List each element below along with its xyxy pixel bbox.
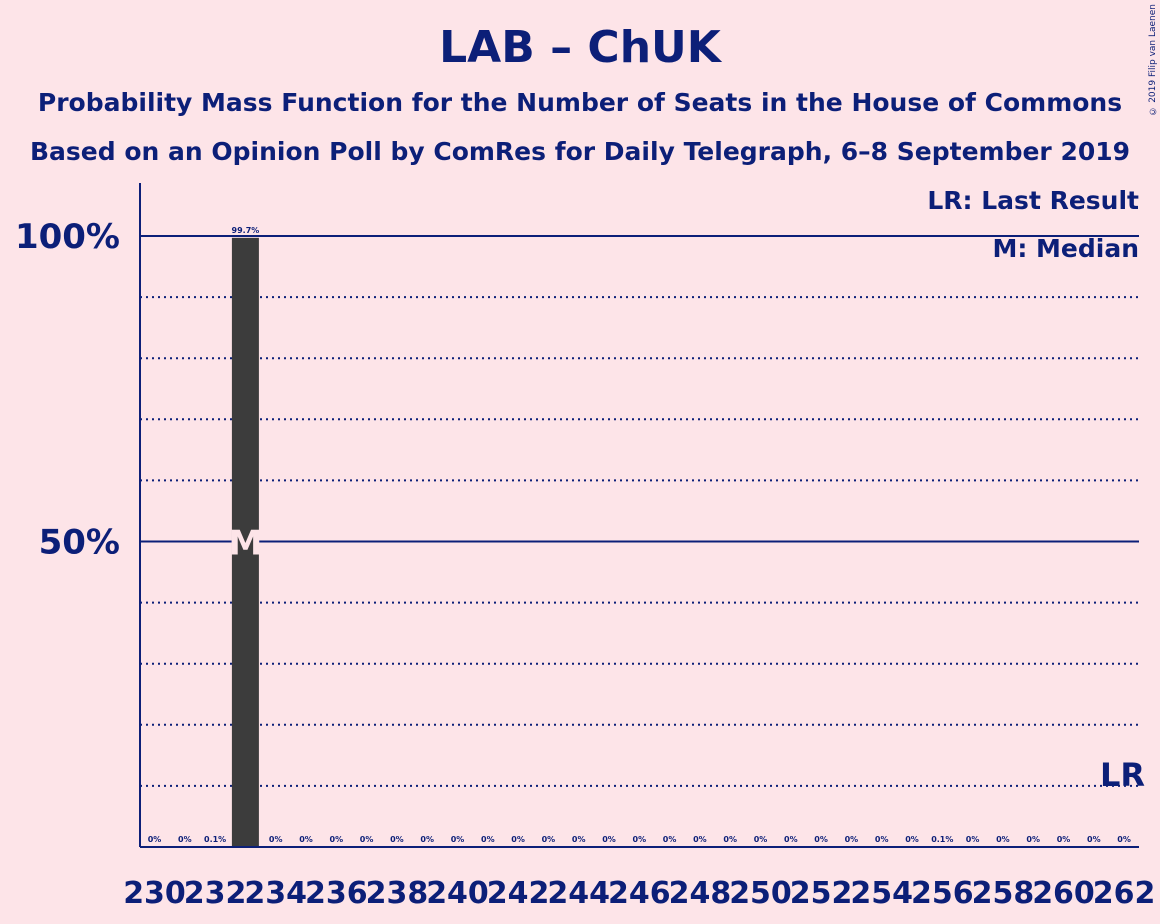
x-tick-label-252: 252 [790,876,853,911]
bar-label-248: 0% [693,835,707,844]
bar-label-250: 0% [754,835,768,844]
x-tick-label-232: 232 [184,876,247,911]
bar-label-233: 99.7% [232,226,260,235]
x-tick-label-260: 260 [1032,876,1095,911]
chart-subtitle-source: Based on an Opinion Poll by ComRes for D… [29,137,1131,166]
bar-label-238: 0% [390,835,404,844]
bar-label-232: 0.1% [204,835,226,844]
bar-label-251: 0% [784,835,798,844]
median-marker: M [228,524,262,564]
x-tick-label-262: 262 [1093,876,1156,911]
bar-value-labels: 0% 0% 0.1% 99.7% 0% 0% 0% 0% 0% 0% 0% 0% 0% 0% 0% 0% 0% 0… [148,226,1131,844]
bar-label-240: 0% [451,835,465,844]
bar-label-262: 0% [1117,835,1131,844]
axes [139,183,1139,848]
legend-last-result: LR: Last Result [927,186,1139,215]
bar-label-244: 0% [572,835,586,844]
bar-233 [231,237,259,847]
bar-label-243: 0% [542,835,556,844]
y-tick-labels: 50% 100% [15,217,120,563]
bar-label-245: 0% [602,835,616,844]
bar-label-236: 0% [330,835,344,844]
bar-label-249: 0% [723,835,737,844]
bar-label-260: 0% [1057,835,1071,844]
legend-median: M: Median [992,234,1139,263]
bar-label-254: 0% [875,835,889,844]
x-tick-label-256: 256 [911,876,974,911]
bar-label-231: 0% [178,835,192,844]
chart-subtitle: Probability Mass Function for the Number… [37,88,1123,117]
bar-label-234: 0% [269,835,283,844]
bar-label-242: 0% [511,835,525,844]
bars [231,237,259,847]
x-tick-label-250: 250 [729,876,792,911]
bar-label-259: 0% [1026,835,1040,844]
bar-label-247: 0% [663,835,677,844]
bar-label-241: 0% [481,835,495,844]
bar-label-253: 0% [845,835,859,844]
bar-label-261: 0% [1087,835,1101,844]
bar-label-237: 0% [360,835,374,844]
x-tick-label-234: 234 [244,876,307,911]
x-tick-label-258: 258 [972,876,1035,911]
x-tick-label-242: 242 [487,876,550,911]
y-tick-label-50: 50% [39,523,120,563]
x-tick-labels: 2302322342362382402422442462482502522542… [123,876,1155,911]
bar-label-252: 0% [814,835,828,844]
x-tick-label-244: 244 [547,876,610,911]
bar-label-255: 0% [905,835,919,844]
x-tick-label-248: 248 [669,876,732,911]
gridlines [140,235,1139,787]
x-tick-label-254: 254 [850,876,913,911]
x-tick-label-246: 246 [608,876,671,911]
bar-label-235: 0% [299,835,313,844]
bar-label-256: 0.1% [931,835,953,844]
bar-label-257: 0% [966,835,980,844]
bar-label-258: 0% [996,835,1010,844]
bar-label-230: 0% [148,835,162,844]
x-tick-label-236: 236 [305,876,368,911]
x-tick-label-238: 238 [366,876,429,911]
chart-title: LAB – ChUK [439,22,721,73]
x-tick-label-240: 240 [426,876,489,911]
bar-label-239: 0% [420,835,434,844]
last-result-marker: LR [1100,756,1145,794]
y-tick-label-100: 100% [15,217,120,257]
x-tick-label-230: 230 [123,876,186,911]
bar-label-246: 0% [633,835,647,844]
